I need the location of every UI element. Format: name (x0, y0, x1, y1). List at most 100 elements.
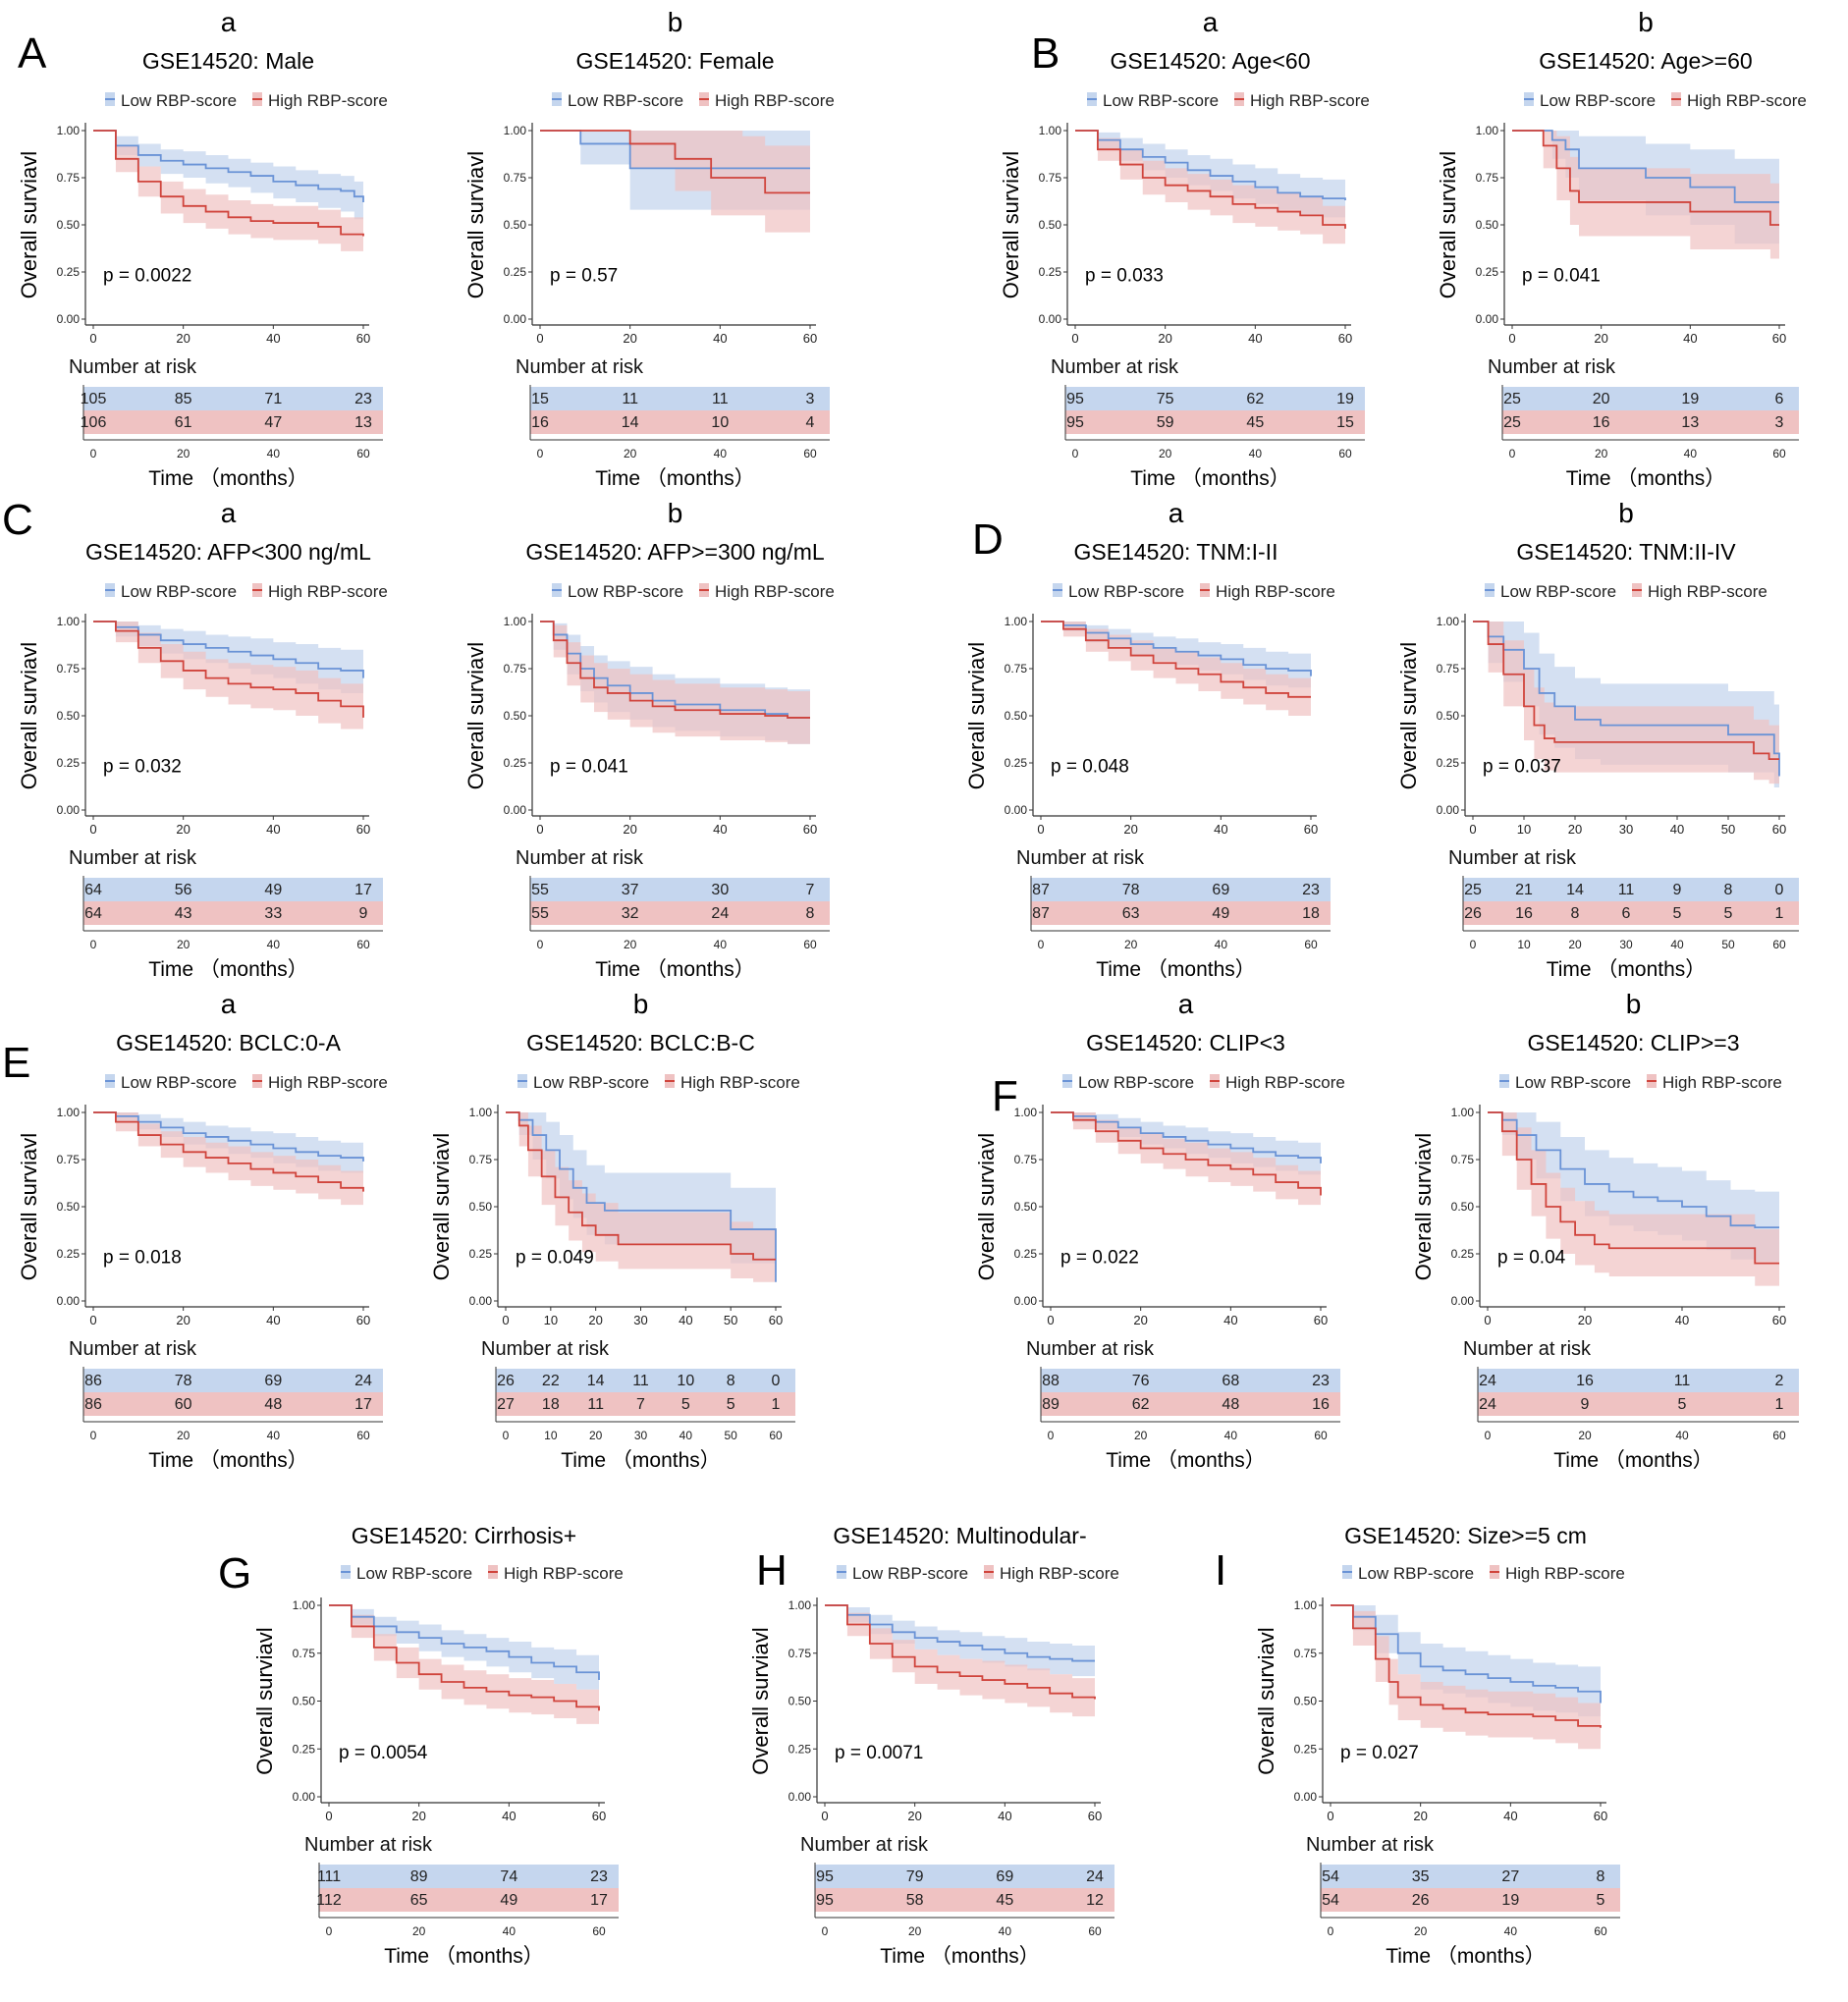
y-tick-label: 1.00 (57, 124, 81, 137)
risk-count-low: 25 (1464, 882, 1482, 898)
risk-x-tick-label: 60 (769, 1429, 783, 1442)
sub-panel-letter: a (1203, 7, 1219, 37)
risk-table-title: Number at risk (1488, 356, 1616, 378)
x-tick-label: 0 (1047, 1313, 1054, 1327)
risk-row-low (83, 1369, 383, 1392)
risk-x-tick-label: 60 (1088, 1924, 1102, 1938)
risk-count-low: 74 (500, 1868, 517, 1885)
chart-title: GSE14520: BCLC:0-A (116, 1030, 342, 1055)
x-tick-label: 20 (907, 1809, 921, 1823)
risk-count-low: 54 (1322, 1868, 1339, 1885)
risk-row-high (1321, 1888, 1620, 1912)
risk-row-high (83, 1392, 383, 1416)
risk-x-tick-label: 60 (1594, 1924, 1607, 1938)
risk-count-low: 2 (1775, 1373, 1784, 1389)
x-tick-label: 0 (502, 1313, 509, 1327)
x-tick-label: 0 (821, 1809, 828, 1823)
x-tick-label: 10 (544, 1313, 558, 1327)
risk-count-low: 49 (264, 882, 282, 898)
x-tick-label: 20 (1123, 822, 1137, 837)
x-tick-label: 60 (356, 331, 370, 346)
risk-row-high (319, 1888, 619, 1912)
x-tick-label: 20 (1594, 331, 1607, 346)
risk-count-low: 30 (711, 882, 729, 898)
risk-x-tick-label: 60 (1772, 1429, 1786, 1442)
risk-count-low: 111 (317, 1868, 341, 1885)
risk-count-low: 24 (354, 1373, 372, 1389)
risk-count-low: 24 (1086, 1868, 1104, 1885)
y-tick-label: 0.00 (293, 1790, 316, 1804)
y-tick-label: 0.25 (1014, 1247, 1038, 1261)
x-tick-label: 0 (1071, 331, 1078, 346)
risk-count-high: 8 (1571, 905, 1580, 922)
risk-x-tick-label: 0 (90, 1429, 97, 1442)
p-value: p = 0.018 (103, 1248, 182, 1269)
risk-table-title: Number at risk (1051, 356, 1179, 378)
risk-row-low (1041, 1369, 1340, 1392)
y-axis-label: Overall surviavl (1396, 642, 1421, 789)
risk-x-tick-label: 40 (1675, 1429, 1689, 1442)
risk-count-low: 22 (542, 1373, 560, 1389)
risk-row-low (83, 387, 383, 410)
risk-count-low: 15 (531, 391, 549, 407)
chart-title: GSE14520: Male (142, 48, 314, 74)
curve-high (540, 130, 810, 194)
legend-label-high: High RBP-score (1216, 582, 1335, 601)
risk-count-high: 16 (531, 414, 549, 431)
risk-count-low: 69 (996, 1868, 1013, 1885)
risk-x-tick-label: 60 (803, 938, 817, 951)
risk-x-tick-label: 20 (1595, 447, 1608, 460)
x-tick-label: 60 (1772, 822, 1786, 837)
x-tick-label: 60 (356, 822, 370, 837)
x-tick-label: 40 (1670, 822, 1684, 837)
x-tick-label: 20 (1133, 1313, 1147, 1327)
x-axis-label: Time （months） (561, 1449, 721, 1472)
risk-x-tick-label: 30 (1619, 938, 1633, 951)
y-tick-label: 0.00 (504, 803, 527, 817)
risk-table-title: Number at risk (1463, 1338, 1592, 1360)
y-tick-label: 1.00 (1437, 615, 1460, 628)
sub-panel-letter: b (633, 989, 649, 1019)
risk-count-high: 16 (1515, 905, 1533, 922)
risk-count-high: 86 (84, 1396, 102, 1413)
y-tick-label: 0.50 (504, 218, 527, 232)
curve-high (329, 1604, 600, 1711)
x-tick-label: 20 (1568, 822, 1582, 837)
legend-label-high: High RBP-score (1250, 91, 1370, 110)
legend-label-high: High RBP-score (715, 582, 835, 601)
risk-count-low: 35 (1412, 1868, 1430, 1885)
risk-count-low: 23 (1302, 882, 1320, 898)
risk-count-low: 56 (175, 882, 192, 898)
x-tick-label: 0 (325, 1809, 332, 1823)
x-tick-label: 0 (1327, 1809, 1333, 1823)
y-tick-label: 0.25 (1451, 1247, 1475, 1261)
curve-high (93, 1111, 364, 1192)
risk-x-tick-label: 0 (90, 447, 97, 460)
risk-count-low: 68 (1222, 1373, 1239, 1389)
legend-label-high: High RBP-score (1505, 1564, 1625, 1583)
x-tick-label: 60 (592, 1809, 606, 1823)
x-tick-label: 60 (1088, 1809, 1102, 1823)
y-tick-label: 0.25 (469, 1247, 493, 1261)
risk-row-low (319, 1865, 619, 1888)
risk-table-title: Number at risk (481, 1338, 610, 1360)
panel-letter-b: B (1031, 29, 1060, 78)
x-tick-label: 60 (1338, 331, 1352, 346)
km-panel-A-a: a GSE14520: Male Low RBP-score High RBP-sco… (17, 7, 388, 490)
risk-row-high (496, 1392, 795, 1416)
risk-row-low (1321, 1865, 1620, 1888)
y-tick-label: 0.50 (788, 1695, 812, 1708)
y-tick-label: 0.50 (57, 218, 81, 232)
risk-count-low: 14 (587, 1373, 605, 1389)
risk-x-tick-label: 60 (803, 447, 817, 460)
risk-count-high: 87 (1032, 905, 1050, 922)
x-tick-label: 60 (1772, 1313, 1786, 1327)
y-tick-label: 0.25 (504, 756, 527, 770)
risk-table-title: Number at risk (1016, 847, 1145, 869)
risk-count-low: 26 (497, 1373, 515, 1389)
y-tick-label: 1.00 (788, 1598, 812, 1612)
risk-count-high: 32 (622, 905, 639, 922)
y-axis-label: Overall surviavl (974, 1133, 999, 1280)
risk-x-tick-label: 60 (356, 1429, 370, 1442)
